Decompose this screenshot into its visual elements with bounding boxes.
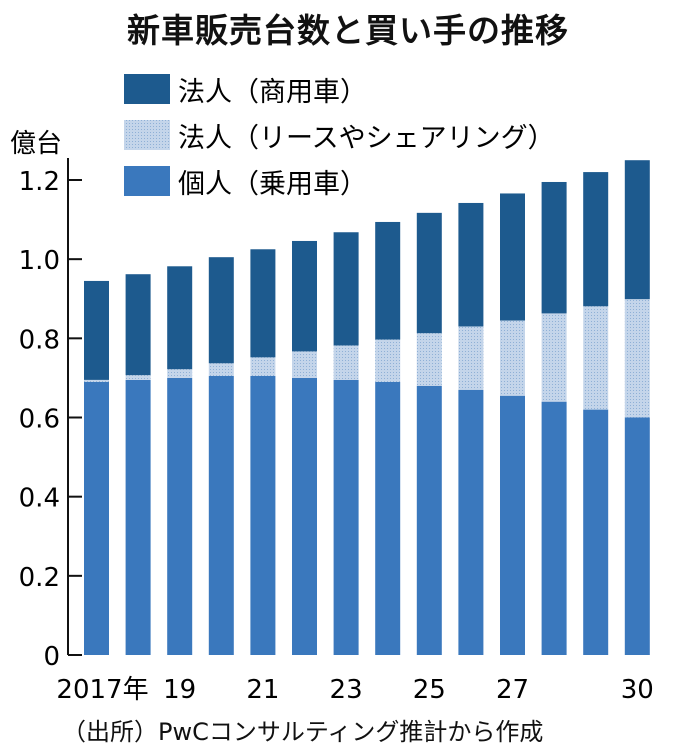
- bar-segment-2017-1: [84, 379, 109, 382]
- bar-segment-2018-0: [125, 379, 151, 655]
- bar-segment-2030-1: [624, 299, 650, 418]
- legend-swatch: [124, 166, 170, 196]
- bar-segment-2026-1: [458, 326, 484, 390]
- bar-segment-2019-0: [167, 377, 193, 655]
- bar-segment-2022-1: [292, 351, 317, 378]
- bar-segment-2027-2: [500, 193, 525, 321]
- y-tick-label: 0: [43, 642, 60, 672]
- bar-segment-2022-0: [292, 377, 317, 655]
- bar-segment-2030-2: [624, 160, 650, 300]
- bar-segment-2022-2: [292, 240, 317, 352]
- bar-segment-2021-2: [250, 249, 276, 358]
- bar-segment-2017-0: [84, 381, 109, 655]
- chart-title: 新車販売台数と買い手の推移: [127, 11, 569, 50]
- y-axis-label: 億台: [10, 129, 62, 159]
- bar-segment-2021-0: [250, 375, 276, 655]
- x-tick-label: 21: [246, 675, 279, 705]
- bar-segment-2021-1: [250, 357, 276, 376]
- bar-segment-2030-0: [624, 417, 650, 655]
- bar-segment-2019-2: [167, 266, 193, 370]
- x-tick-label: 25: [413, 675, 446, 705]
- bar-segment-2020-0: [208, 375, 234, 655]
- y-tick-label: 0.6: [19, 405, 60, 435]
- legend-label: 法人（リースやシェアリング）: [178, 123, 555, 154]
- bar-segment-2018-1: [125, 375, 151, 380]
- bar-segment-2024-1: [375, 339, 401, 382]
- bar-segment-2026-0: [458, 389, 484, 655]
- y-tick-label: 1.2: [19, 167, 60, 197]
- bar-segment-2028-1: [541, 313, 567, 402]
- legend-swatch: [124, 120, 170, 150]
- bar-segment-2029-0: [583, 409, 609, 655]
- bar-segment-2029-2: [583, 172, 609, 307]
- legend-label: 個人（乗用車）: [178, 169, 367, 200]
- x-tick-label: 2017年: [56, 675, 148, 705]
- bar-segment-2023-1: [333, 345, 359, 380]
- bar-segment-2028-2: [541, 181, 567, 314]
- bar-segment-2029-1: [583, 306, 609, 410]
- legend-label: 法人（商用車）: [178, 77, 367, 108]
- bar-segment-2024-2: [375, 221, 401, 340]
- bar-segment-2020-1: [208, 363, 234, 376]
- bar-segment-2026-2: [458, 202, 484, 327]
- y-tick-label: 0.2: [19, 563, 60, 593]
- bar-segment-2028-0: [541, 401, 567, 655]
- source-note: （出所）PwCコンサルティング推計から作成: [62, 718, 544, 746]
- bar-segment-2017-2: [84, 280, 109, 380]
- y-tick-label: 0.4: [19, 484, 60, 514]
- bar-segment-2020-2: [208, 257, 234, 364]
- bar-segment-2027-1: [500, 320, 525, 396]
- x-tick-label: 30: [621, 675, 654, 705]
- bar-segment-2019-1: [167, 369, 193, 378]
- bar-segment-2024-0: [375, 381, 401, 655]
- bar-segment-2018-2: [125, 274, 151, 376]
- x-tick-label: 27: [496, 675, 529, 705]
- bar-segment-2027-0: [500, 395, 525, 655]
- y-tick-label: 1.0: [19, 246, 60, 276]
- bar-segment-2025-1: [416, 333, 442, 386]
- x-tick-label: 23: [330, 675, 363, 705]
- y-tick-label: 0.8: [19, 325, 60, 355]
- legend-swatch: [124, 74, 170, 104]
- bar-segment-2023-2: [333, 232, 359, 346]
- bar-segment-2023-0: [333, 379, 359, 655]
- x-tick-label: 19: [163, 675, 196, 705]
- bar-segment-2025-0: [416, 385, 442, 655]
- bar-segment-2025-2: [416, 212, 442, 334]
